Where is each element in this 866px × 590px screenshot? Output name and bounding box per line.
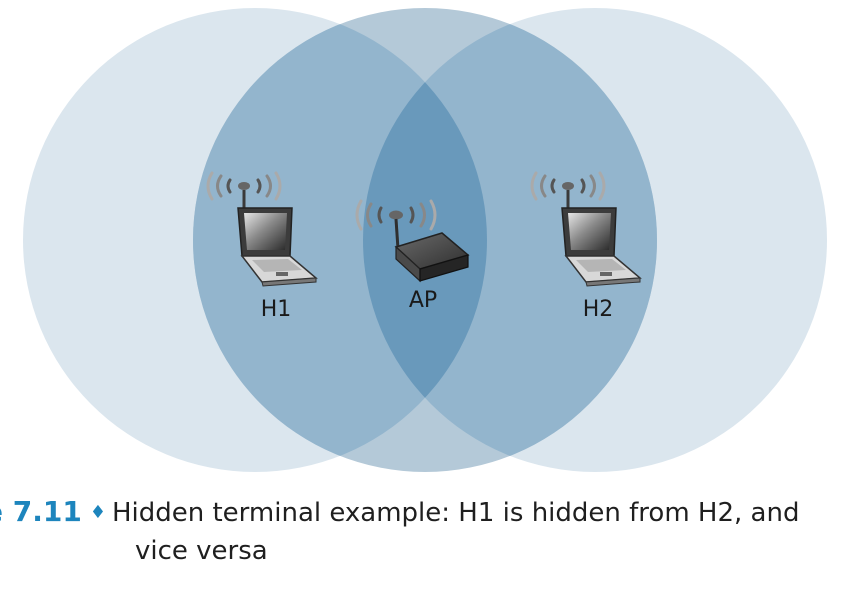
h2-laptop (530, 171, 642, 287)
caption-separator-icon: ♦ (89, 502, 106, 523)
h1-laptop (206, 171, 318, 287)
h2-signal-icon (530, 171, 606, 201)
ap-signal-icon (355, 199, 437, 231)
hidden-terminal-diagram: H1 AP H2 (23, 8, 827, 472)
figure-caption: e 7.11 ♦Hidden terminal example: H1 is hi… (0, 494, 866, 584)
caption-line-2: vice versa (135, 533, 268, 569)
h2-label: H2 (583, 297, 614, 322)
ap-label: AP (409, 288, 437, 313)
caption-line-1: e 7.11 ♦Hidden terminal example: H1 is hi… (0, 494, 799, 534)
ap-router (355, 199, 470, 283)
caption-text-line2: vice versa (135, 536, 268, 566)
h1-signal-icon (206, 171, 282, 201)
figure-number: e 7.11 (0, 495, 82, 528)
h1-label: H1 (261, 297, 292, 322)
caption-text-line1: Hidden terminal example: H1 is hidden fr… (111, 498, 800, 528)
